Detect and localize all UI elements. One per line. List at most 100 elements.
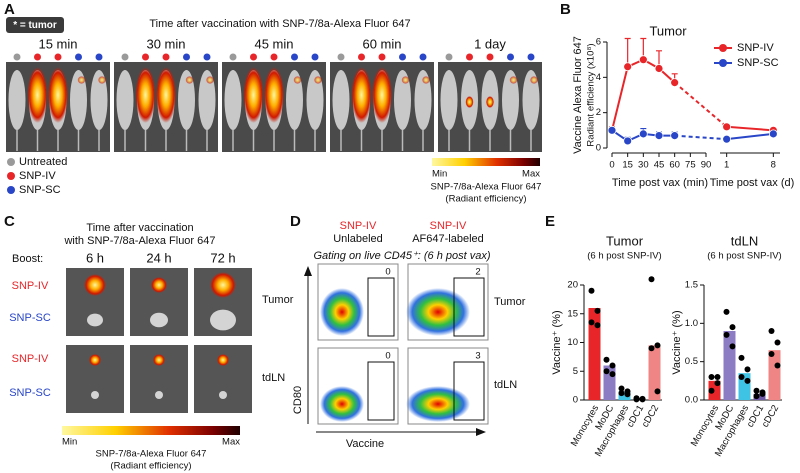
signal <box>48 67 68 123</box>
signal <box>422 76 430 84</box>
bar <box>648 345 661 400</box>
timepoint-label: 60 min <box>362 36 401 51</box>
timepoint-label: 6 h <box>86 250 104 265</box>
group-dot <box>34 53 41 61</box>
panel-title: with SNP-7/8a-Alexa Fluor 647 <box>63 235 215 247</box>
signal <box>351 67 372 123</box>
data-point <box>714 374 721 380</box>
group-dot <box>507 53 514 61</box>
colorbar-unit: (Radiant efficiency) <box>445 194 526 205</box>
legend-label: SNP-IV <box>737 42 774 54</box>
mouse <box>414 70 432 130</box>
mouse <box>394 70 411 130</box>
data-point <box>654 388 661 395</box>
y-tick-label: 15 <box>567 308 578 319</box>
mouse <box>90 70 108 130</box>
signal <box>156 67 176 123</box>
data-point <box>738 354 745 361</box>
x-axis-label: Time post vax (min) <box>612 177 708 189</box>
data-point <box>753 393 760 400</box>
timepoint-label: 24 h <box>146 250 171 265</box>
signal <box>509 76 518 84</box>
data-point <box>729 324 736 331</box>
tag: * = tumor <box>13 20 57 31</box>
signal <box>77 76 86 84</box>
data-point <box>729 343 736 350</box>
group-dot <box>291 53 298 61</box>
y-axis-label: Radiant efficiency (x10⁸) <box>586 43 597 146</box>
mouse <box>224 70 242 130</box>
tumor-sc <box>210 309 236 331</box>
colorbar-max: Max <box>522 169 540 180</box>
x-tick-label: 60 <box>669 160 680 171</box>
y-tick-label: 1.0 <box>685 318 698 329</box>
legend-marker <box>719 44 727 52</box>
data-point <box>624 391 631 398</box>
legend-dot <box>7 158 15 166</box>
group-dot <box>229 53 237 61</box>
x-tick-label: 8 <box>771 160 776 171</box>
timepoint-label: 45 min <box>254 36 293 51</box>
signal <box>314 76 322 84</box>
panel-letter: B <box>560 1 571 18</box>
x-tick-label: 1 <box>724 160 729 171</box>
data-point <box>759 389 766 396</box>
arrow-head <box>304 266 312 276</box>
ln-sc <box>155 391 163 399</box>
data-point <box>588 319 595 326</box>
group-dot <box>203 53 211 61</box>
mouse <box>286 70 303 130</box>
boost-label: Boost: <box>12 253 43 265</box>
y-axis-label: Vaccine⁺ (%) <box>551 310 563 374</box>
panel-b: Tumor Vaccine Alexa Fluor 647 Radiant effi… <box>572 23 794 188</box>
mouse <box>522 70 540 130</box>
group-dot <box>378 53 386 61</box>
data-point <box>609 371 616 378</box>
group-dot <box>250 53 257 61</box>
signal <box>293 76 302 84</box>
data-point <box>744 366 751 373</box>
group-dot <box>95 53 103 61</box>
gate <box>453 277 485 337</box>
gate-value: 3 <box>475 351 480 362</box>
panel-title: Time after vaccination <box>86 222 193 234</box>
point <box>670 131 680 141</box>
group-dot <box>183 53 190 61</box>
chart-title: Tumor <box>649 23 687 38</box>
row-label: SNP-SC <box>9 312 51 324</box>
bar <box>588 308 601 400</box>
mouse <box>306 70 324 130</box>
line <box>726 125 774 132</box>
signal <box>530 76 538 84</box>
data-point <box>768 328 775 334</box>
legend-label: Untreated <box>19 156 67 168</box>
group-dot <box>54 53 62 61</box>
data-point <box>768 351 775 357</box>
ln-signal <box>153 354 165 366</box>
gate-value: 2 <box>475 267 480 278</box>
cell-population <box>406 288 470 336</box>
timepoint-label: 72 h <box>210 250 235 265</box>
mouse <box>198 70 216 130</box>
panel-title: Time after vaccination with SNP-7/8a-Ale… <box>149 18 410 30</box>
data-point <box>594 307 601 314</box>
bar <box>723 331 736 400</box>
point <box>722 122 732 132</box>
gate-value: 0 <box>385 267 390 278</box>
group-dot <box>142 53 149 61</box>
timepoint-label: 1 day <box>474 36 506 51</box>
point <box>768 129 778 139</box>
ln-sc <box>91 391 99 399</box>
tag-box <box>6 17 64 33</box>
cell-population <box>406 386 470 422</box>
point <box>670 78 680 88</box>
data-point <box>594 322 601 329</box>
tumor-sc <box>87 313 103 327</box>
connector <box>674 134 727 141</box>
data-point <box>708 387 715 394</box>
legend-label: SNP-SC <box>19 184 61 196</box>
colorbar-label: SNP-7/8a-Alexa Fluor 647 <box>96 449 207 460</box>
signal <box>243 67 264 123</box>
signal <box>372 67 392 123</box>
data-point <box>639 396 646 403</box>
